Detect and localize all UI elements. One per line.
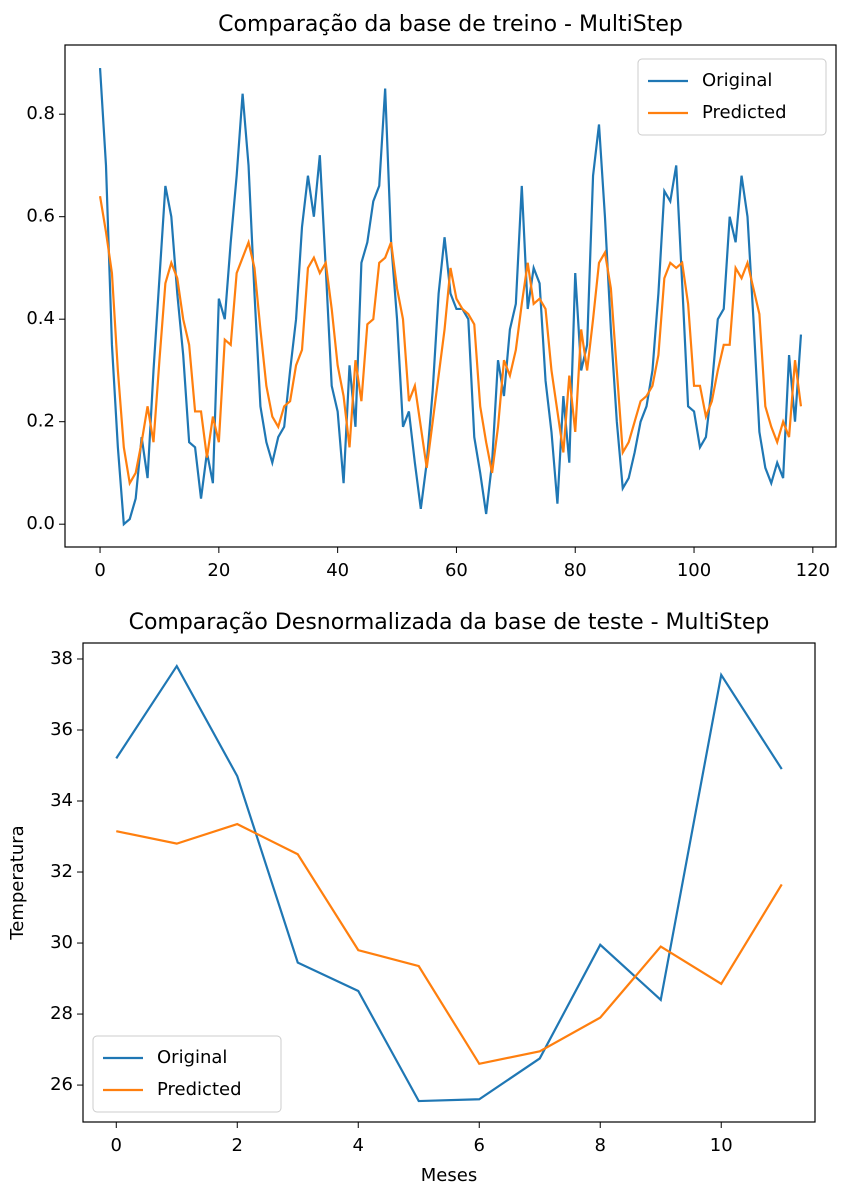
x-tick-label: 10 xyxy=(710,1135,733,1156)
plot-frame xyxy=(64,44,837,548)
x-tick-label: 0 xyxy=(111,1135,122,1156)
x-tick-label: 40 xyxy=(326,560,349,581)
x-tick-label: 60 xyxy=(445,560,468,581)
y-tick-label: 0.6 xyxy=(26,206,55,227)
plot-frame xyxy=(82,642,816,1123)
x-tick-label: 120 xyxy=(796,560,830,581)
data-line xyxy=(115,663,783,1103)
legend-label: Predicted xyxy=(702,102,787,123)
data-line xyxy=(116,822,783,1066)
chart-title: Comparação Desnormalizada da base de tes… xyxy=(129,610,770,635)
y-tick-label: 0.4 xyxy=(26,308,55,329)
y-tick-label: 0.0 xyxy=(26,513,55,534)
y-axis-label: Temperatura xyxy=(7,825,28,940)
y-tick-label: 34 xyxy=(50,790,73,811)
y-tick-label: 32 xyxy=(50,861,73,882)
x-tick-label: 20 xyxy=(207,560,230,581)
legend-label: Predicted xyxy=(157,1079,242,1100)
legend-label: Original xyxy=(157,1047,227,1068)
x-tick-label: 6 xyxy=(474,1135,485,1156)
x-tick-label: 0 xyxy=(94,560,105,581)
x-tick-label: 100 xyxy=(677,560,711,581)
y-tick-label: 38 xyxy=(50,648,73,669)
x-tick-label: 80 xyxy=(564,560,587,581)
y-tick-label: 26 xyxy=(50,1074,73,1095)
x-axis-label: Meses xyxy=(421,1165,477,1186)
x-tick-label: 4 xyxy=(353,1135,364,1156)
data-line xyxy=(98,196,803,487)
legend-box xyxy=(92,1035,282,1113)
x-tick-label: 8 xyxy=(595,1135,606,1156)
legend-box xyxy=(637,58,827,136)
legend-label: Original xyxy=(702,70,772,91)
y-tick-label: 36 xyxy=(50,719,73,740)
y-tick-label: 28 xyxy=(50,1003,73,1024)
y-tick-label: 30 xyxy=(50,932,73,953)
x-tick-label: 2 xyxy=(232,1135,243,1156)
y-tick-label: 0.8 xyxy=(26,103,55,124)
chart-title: Comparação da base de treino - MultiStep xyxy=(218,12,683,37)
y-tick-label: 0.2 xyxy=(26,411,55,432)
data-line xyxy=(98,67,803,527)
